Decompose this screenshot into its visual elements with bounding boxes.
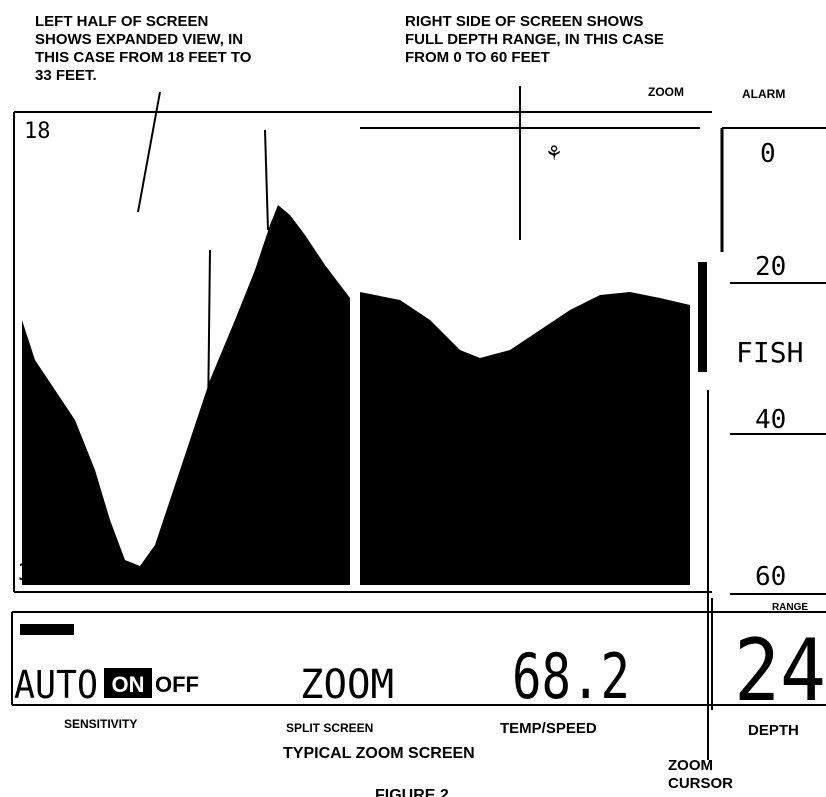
zoom-top-depth: 18 (24, 119, 51, 144)
annotation-left-line: 33 FEET. (35, 67, 97, 84)
annotation-left-line: SHOWS EXPANDED VIEW, IN (35, 31, 243, 48)
sensitivity-bar (20, 624, 74, 635)
depth-value: 24 (734, 621, 826, 721)
header-alarm: ALARM (742, 87, 785, 101)
label-split-screen: SPLIT SCREEN (286, 721, 373, 735)
scale-label: FISH (736, 336, 803, 369)
scale-label: 0 (760, 139, 776, 169)
zoom-cursor-bar (698, 262, 707, 372)
annotation-right-line: FULL DEPTH RANGE, IN THIS CASE (405, 31, 664, 48)
echo-streak (265, 130, 268, 230)
fish-symbol: ⚘ (545, 143, 563, 165)
figure-number: FIGURE 2 (375, 787, 449, 797)
scale-label: 60 (755, 562, 786, 592)
scale-label: 20 (755, 252, 786, 282)
scale-label: 40 (755, 405, 786, 435)
header-zoom: ZOOM (648, 85, 684, 99)
caption: TYPICAL ZOOM SCREEN (283, 745, 475, 762)
temp-speed-value: 68.2 (512, 640, 630, 713)
annotation-left-line: THIS CASE FROM 18 FEET TO (35, 49, 252, 66)
label-depth: DEPTH (748, 722, 799, 739)
on-option: ON (112, 672, 145, 697)
split-mode: ZOOM (300, 662, 394, 708)
label-zoom-cursor: CURSOR (668, 775, 733, 792)
label-zoom-cursor: ZOOM (668, 757, 713, 774)
annotation-right-line: RIGHT SIDE OF SCREEN SHOWS (405, 13, 643, 30)
label-temp-speed: TEMP/SPEED (500, 720, 597, 737)
bottom-echo-left (22, 205, 350, 585)
off-option: OFF (155, 672, 199, 697)
sensitivity-mode: AUTO (14, 663, 98, 707)
zoom-bottom-depth: 33 (18, 561, 45, 586)
annotation-left-line: LEFT HALF OF SCREEN (35, 13, 208, 30)
pointer-line (138, 92, 160, 212)
annotation-right-line: FROM 0 TO 60 FEET (405, 49, 550, 66)
bottom-echo-right (360, 292, 690, 585)
label-sensitivity: SENSITIVITY (64, 717, 137, 731)
figure: LEFT HALF OF SCREEN SHOWS EXPANDED VIEW,… (0, 0, 826, 797)
